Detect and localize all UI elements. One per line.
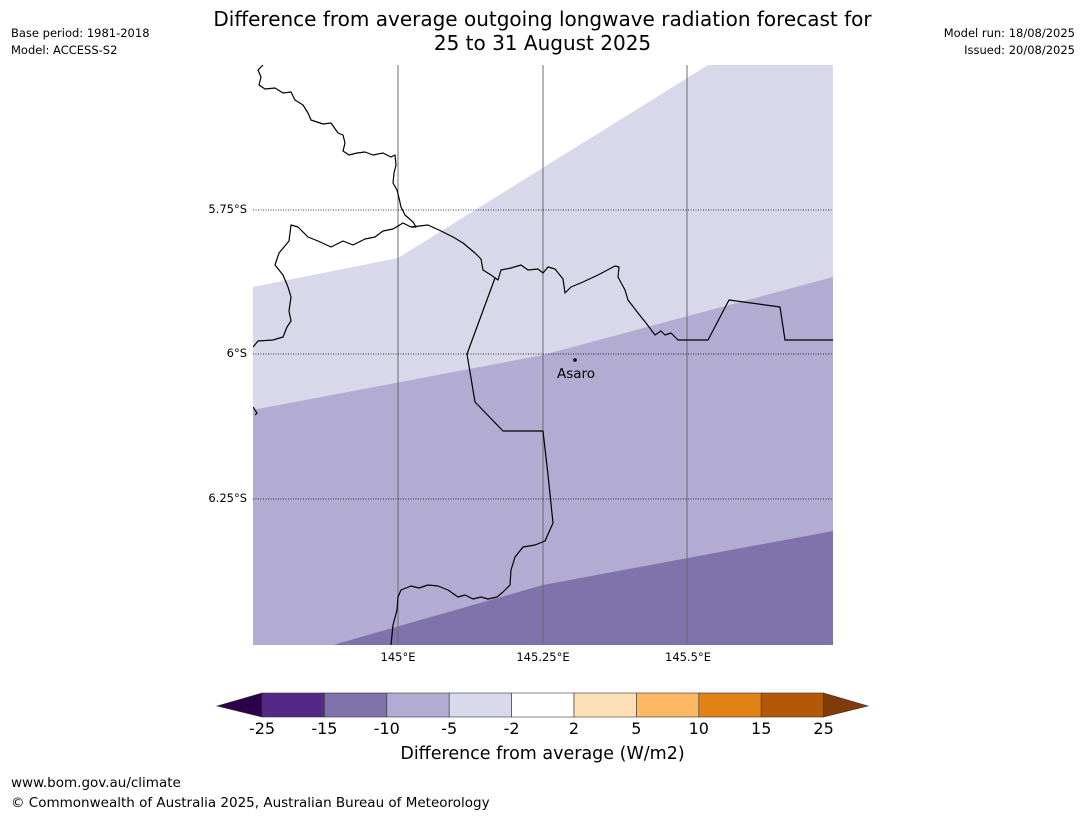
colorbar-extend-high bbox=[823, 692, 870, 718]
colorbar-tick: 10 bbox=[688, 719, 709, 738]
colorbar-tick: -2 bbox=[503, 719, 520, 738]
colorbar-tick: -10 bbox=[373, 719, 400, 738]
map-panel[interactable]: Asaro bbox=[253, 65, 833, 645]
colorbar-bin-minus5-minus2 bbox=[448, 692, 512, 718]
colorbar-bin-2-5 bbox=[573, 692, 637, 718]
base-period-text: Base period: 1981-2018 bbox=[11, 26, 150, 40]
colorbar-tick: 25 bbox=[813, 719, 834, 738]
colorbar-tick: 15 bbox=[751, 719, 772, 738]
colorbar-label: Difference from average (W/m2) bbox=[400, 744, 685, 764]
colorbar-bin-5-10 bbox=[636, 692, 700, 718]
colorbar-extend-low bbox=[215, 692, 263, 718]
lat-label-6s: 6°S bbox=[226, 346, 247, 360]
footer-copyright: © Commonwealth of Australia 2025, Austra… bbox=[11, 795, 490, 811]
header-metadata-left: Base period: 1981-2018 Model: ACCESS-S2 bbox=[11, 25, 150, 59]
model-text: Model: ACCESS-S2 bbox=[11, 43, 118, 57]
boundary-central bbox=[253, 222, 412, 348]
lat-label-6-25s: 6.25°S bbox=[208, 491, 247, 505]
boundary-south bbox=[390, 277, 554, 645]
lon-label-145e: 145°E bbox=[380, 650, 416, 664]
lat-label-5-75s: 5.75°S bbox=[208, 202, 247, 216]
colorbar-tick: -5 bbox=[441, 719, 458, 738]
colorbar bbox=[215, 692, 870, 720]
map-title: Difference from average outgoing longwav… bbox=[0, 7, 1085, 55]
colorbar-svg bbox=[215, 692, 870, 718]
boundary-central-east bbox=[410, 224, 833, 341]
colorbar-bin-minus15-minus10 bbox=[324, 692, 388, 718]
anomaly-band-minus15-to-minus10 bbox=[333, 531, 833, 645]
place-label: Asaro bbox=[557, 366, 595, 382]
colorbar-bin-minus25-minus15 bbox=[261, 692, 325, 718]
issued-text: Issued: 20/08/2025 bbox=[964, 43, 1075, 57]
colorbar-bin-10-15 bbox=[698, 692, 762, 718]
header-metadata-right: Model run: 18/08/2025 Issued: 20/08/2025 bbox=[944, 25, 1075, 59]
title-line-1: Difference from average outgoing longwav… bbox=[213, 7, 872, 31]
title-line-2: 25 to 31 August 2025 bbox=[433, 31, 652, 55]
place-marker[interactable] bbox=[573, 358, 577, 362]
map-svg: Asaro bbox=[253, 65, 833, 645]
lon-label-145-25e: 145.25°E bbox=[516, 650, 570, 664]
boundary-west-stub bbox=[253, 406, 258, 416]
colorbar-tick: -15 bbox=[311, 719, 338, 738]
colorbar-tick: 5 bbox=[631, 719, 642, 738]
colorbar-bin-15-25 bbox=[760, 692, 824, 718]
model-run-text: Model run: 18/08/2025 bbox=[943, 26, 1075, 40]
colorbar-tick: -25 bbox=[248, 719, 276, 738]
boundary-north bbox=[257, 65, 417, 228]
colorbar-bin-minus10-minus5 bbox=[386, 692, 450, 718]
lon-label-145-5e: 145.5°E bbox=[665, 650, 711, 664]
colorbar-bin-minus2-2 bbox=[511, 692, 575, 718]
footer-url[interactable]: www.bom.gov.au/climate bbox=[11, 775, 181, 791]
colorbar-tick: 2 bbox=[568, 719, 580, 738]
